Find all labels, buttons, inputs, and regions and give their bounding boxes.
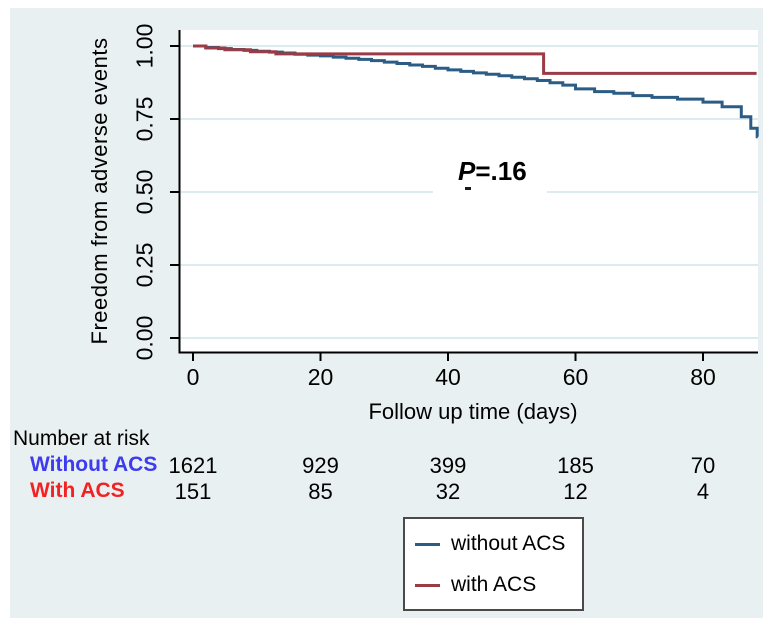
risk-value: 4 — [696, 479, 710, 504]
legend-line-sample — [415, 584, 440, 587]
p-value-annotation: P=.16 — [458, 156, 527, 187]
x-tick-label: 20 — [307, 364, 334, 390]
annotation-patch — [433, 181, 547, 202]
annotation-artifact — [465, 187, 471, 190]
y-tick-label: 0.50 — [131, 169, 158, 215]
p-value-number: =.16 — [475, 156, 527, 186]
legend-label: with ACS — [451, 573, 537, 596]
y-tick-label: 0.75 — [131, 96, 158, 142]
legend-box: without ACS with ACS — [403, 517, 584, 611]
risk-value: 85 — [308, 479, 333, 504]
risk-table-title: Number at risk — [13, 427, 150, 450]
x-axis-title: Follow up time (days) — [368, 399, 578, 424]
y-tick-label: 0.25 — [131, 242, 158, 288]
risk-row-label: Without ACS — [30, 453, 158, 476]
x-tick-label: 60 — [562, 364, 589, 390]
km-curve-without-ACS — [193, 44, 759, 139]
y-axis-title: Freedom from adverse events — [87, 37, 112, 345]
risk-value: 399 — [429, 453, 467, 478]
risk-value: 32 — [435, 479, 461, 504]
legend-label: without ACS — [451, 532, 566, 555]
x-tick-label: 0 — [186, 364, 200, 390]
x-tick-label: 80 — [690, 364, 716, 390]
x-tick-label: 40 — [435, 364, 461, 390]
y-tick-label: 0.00 — [131, 315, 158, 361]
risk-value: 12 — [563, 479, 588, 504]
risk-row-label: With ACS — [30, 479, 125, 502]
risk-value: 70 — [690, 453, 716, 478]
y-tick-label: 1.00 — [131, 23, 158, 69]
risk-value: 929 — [302, 453, 339, 478]
risk-value: 1621 — [168, 453, 218, 478]
risk-value: 151 — [174, 479, 212, 504]
risk-value: 185 — [557, 453, 594, 478]
legend-line-sample — [415, 543, 440, 546]
km-curve-with-ACS — [193, 44, 757, 75]
p-value-symbol: P — [458, 156, 476, 186]
